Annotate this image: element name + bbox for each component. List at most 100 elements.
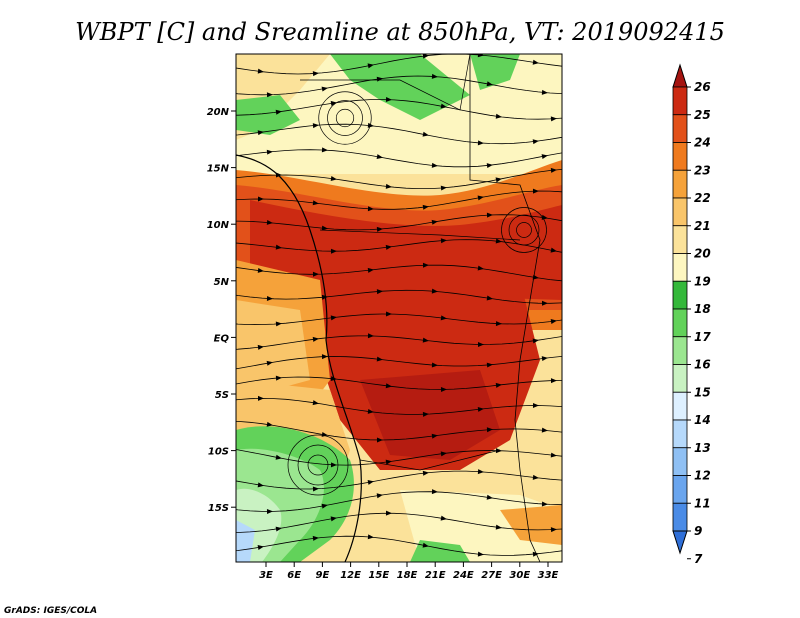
- streamline-arrow: [257, 68, 264, 74]
- streamline-arrow: [431, 162, 438, 168]
- streamline-arrow: [330, 100, 337, 106]
- streamline: [236, 214, 562, 231]
- streamline: [236, 190, 562, 210]
- streamline-arrow: [477, 551, 484, 557]
- colorbar-segment: [672, 280, 688, 310]
- colorbar-label: 18: [694, 302, 711, 316]
- lon-tick-label: 12E: [340, 570, 361, 581]
- colorbar-segment: [672, 502, 688, 532]
- streamline-arrow: [367, 206, 374, 212]
- streamline-arrow: [541, 154, 548, 160]
- field-southeast-orange: [500, 505, 562, 545]
- lat-tick-label: 15S: [208, 503, 229, 514]
- streamline-arrow: [312, 486, 319, 492]
- vortex-streamline: [508, 214, 540, 246]
- field-north-green-east: [470, 54, 520, 90]
- streamline-arrow: [477, 54, 484, 58]
- streamline-arrow: [550, 319, 557, 324]
- colorbar-label: 13: [694, 441, 711, 455]
- colorbar-label: 20: [694, 247, 711, 261]
- border-east: [469, 54, 541, 562]
- streamline-arrow: [385, 183, 392, 189]
- streamline-arrow: [257, 130, 264, 136]
- colorbar-segment: [672, 336, 688, 365]
- lon-tick-label: 15E: [368, 570, 389, 581]
- lon-tick-label: 24E: [453, 570, 474, 581]
- streamline-arrow: [440, 238, 447, 244]
- streamline: [236, 535, 562, 556]
- vortex-streamline: [335, 108, 355, 128]
- colorbar-segment: [672, 308, 688, 338]
- border-north: [300, 54, 471, 111]
- streamline-arrow: [486, 494, 493, 500]
- lat-tick-label: 5N: [214, 277, 230, 288]
- streamline-arrow: [330, 248, 337, 254]
- lon-tick-label: 21E: [425, 570, 446, 581]
- streamline-arrow: [431, 219, 438, 225]
- streamline-arrow: [275, 375, 282, 381]
- streamline: [236, 169, 562, 189]
- streamline-arrow: [257, 395, 264, 401]
- colorbar-segment: [672, 253, 688, 282]
- streamline-arrow: [486, 427, 493, 433]
- lon-tick-label: 6E: [287, 570, 301, 581]
- streamline-arrow: [440, 103, 447, 109]
- vortex-streamline: [297, 444, 339, 486]
- vortex-streamline: [318, 91, 372, 145]
- lon-tick-label: 9E: [316, 570, 330, 581]
- field-core-band: [250, 200, 562, 300]
- streamline-arrow: [376, 437, 383, 443]
- streamline-arrow: [550, 378, 557, 384]
- colorbar-segment: [672, 142, 688, 171]
- field-southwest-blue: [236, 520, 255, 562]
- vortex-streamline: [516, 222, 532, 238]
- streamline-arrow: [477, 469, 484, 475]
- streamline-arrow: [532, 338, 539, 344]
- streamline-arrow: [266, 295, 273, 301]
- colorbar-label: 11: [694, 496, 711, 510]
- streamline-arrow: [312, 200, 319, 206]
- streamline-arrow: [440, 515, 447, 521]
- streamline-arrow: [477, 265, 484, 271]
- streamline-arrow: [422, 337, 429, 343]
- streamline-arrow: [495, 177, 502, 183]
- streamline: [236, 99, 562, 120]
- colorbar-bottom-arrow: [672, 530, 688, 555]
- streamline-arrow: [321, 503, 328, 509]
- streamline-arrow: [367, 267, 374, 273]
- streamline-arrow: [495, 524, 502, 530]
- streamline-arrow: [532, 402, 539, 408]
- streamline: [236, 264, 562, 282]
- streamline: [236, 123, 562, 145]
- streamline-arrow: [495, 238, 502, 244]
- streamline-arrow: [385, 510, 392, 516]
- streamline-arrow: [486, 362, 493, 368]
- streamline-arrow: [532, 188, 539, 194]
- colorbar-label: 12: [694, 469, 711, 483]
- streamline-arrow: [367, 63, 374, 69]
- map-panel: [236, 54, 562, 562]
- streamline-arrow: [440, 451, 447, 457]
- streamline-arrow: [312, 123, 319, 129]
- streamline: [236, 420, 562, 441]
- lat-tick-label: 20N: [207, 107, 230, 118]
- vortex-streamline: [287, 434, 349, 496]
- streamline-arrow: [312, 400, 319, 406]
- streamline: [236, 470, 562, 490]
- field-central-max: [360, 370, 500, 460]
- streamline-arrow: [431, 489, 438, 495]
- streamline-arrow: [257, 196, 264, 202]
- colorbar-segment: [672, 86, 688, 116]
- streamline-arrow: [330, 462, 337, 468]
- streamline-arrow: [312, 336, 319, 342]
- colorbar-label: 19: [694, 274, 711, 288]
- map-frame: [235, 53, 563, 563]
- lon-tick-label: 30E: [509, 570, 530, 581]
- colorbar-label: 26: [694, 80, 711, 94]
- streamline-arrow: [266, 92, 273, 98]
- streamline: [236, 239, 562, 253]
- colorbar-segment: [672, 225, 688, 254]
- streamline-arrow: [541, 356, 548, 362]
- colorbar-label: 16: [694, 358, 711, 372]
